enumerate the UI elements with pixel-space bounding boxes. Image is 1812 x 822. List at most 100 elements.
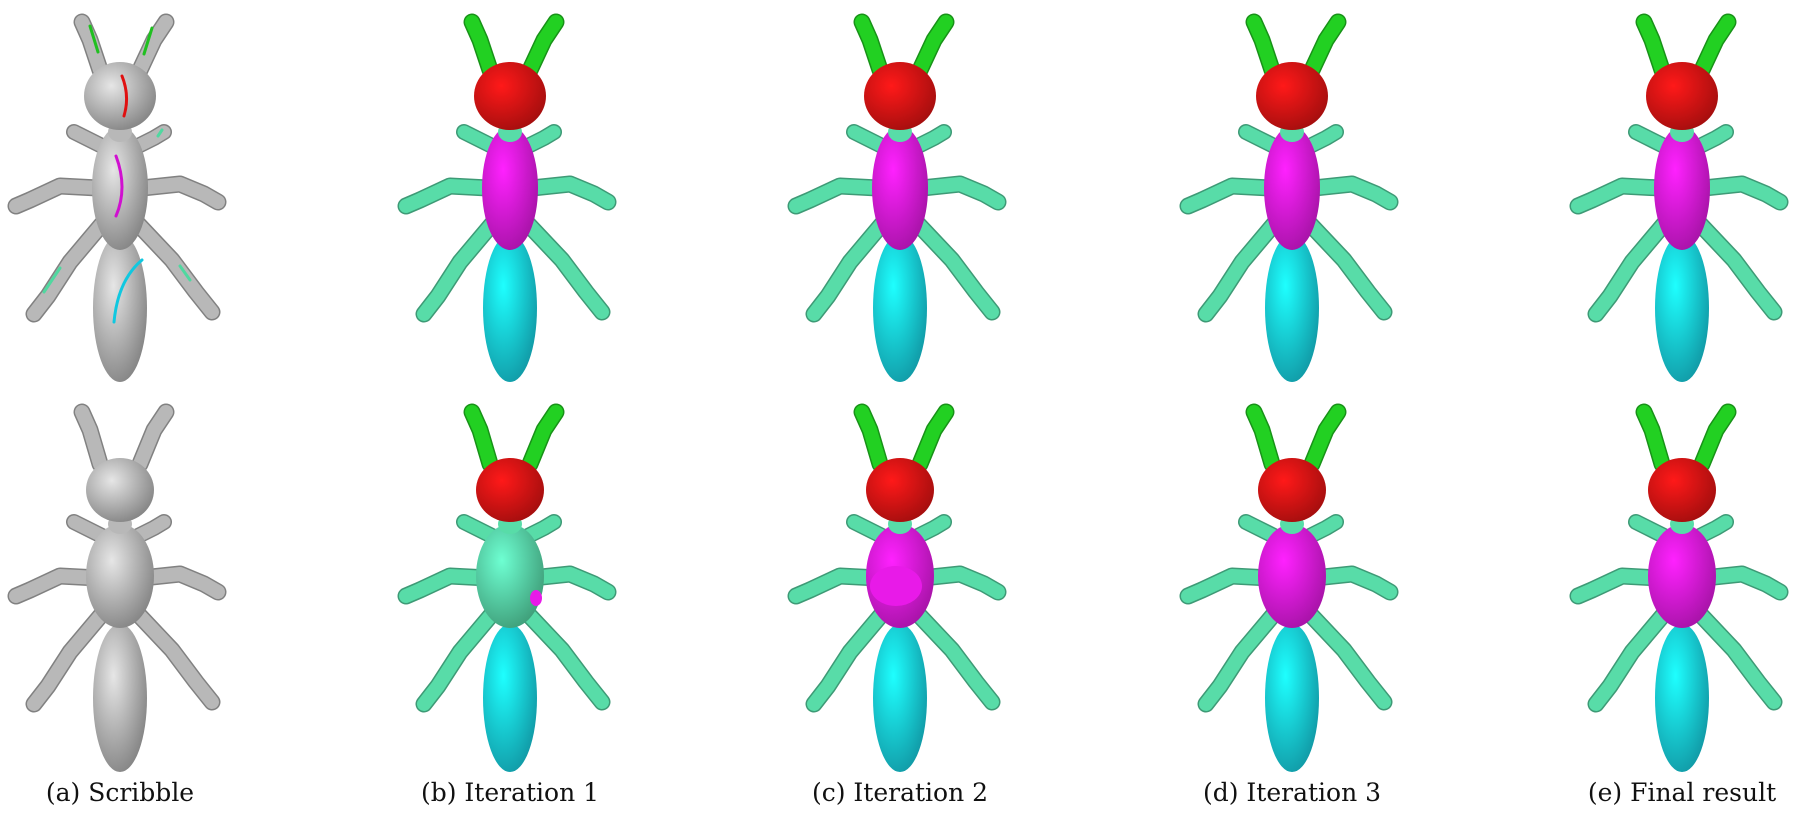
thorax xyxy=(1264,126,1320,250)
antenna-right xyxy=(913,15,953,77)
leg-front-right xyxy=(911,515,951,543)
thorax xyxy=(1654,126,1710,250)
leg-hind-right xyxy=(1303,607,1391,709)
thorax xyxy=(1648,524,1716,628)
head xyxy=(476,458,544,522)
antenna-left xyxy=(1637,15,1669,77)
leg-mid-right xyxy=(525,567,615,599)
antenna-right xyxy=(523,405,563,471)
antenna-right xyxy=(523,15,563,77)
caption-a: (a) Scribble xyxy=(45,778,195,807)
ant-model-c-top xyxy=(787,13,1007,382)
head xyxy=(1648,458,1716,522)
leg-hind-left xyxy=(1589,607,1671,711)
leg-mid-left xyxy=(9,569,105,603)
abdomen xyxy=(1655,234,1709,382)
leg-mid-right xyxy=(135,177,225,209)
leg-hind-left xyxy=(27,607,109,711)
scribble-abdomen xyxy=(112,258,144,324)
antenna-right xyxy=(133,15,173,77)
thorax xyxy=(1258,524,1326,628)
ant-model-b-top xyxy=(397,13,617,382)
ant-model-b-bottom xyxy=(397,403,617,772)
antenna-right xyxy=(913,405,953,471)
leg-mid-left xyxy=(9,179,105,213)
head xyxy=(86,458,154,522)
leg-front-left xyxy=(457,125,499,153)
antenna-left xyxy=(855,15,887,77)
ant-model-e-top xyxy=(1569,13,1789,382)
ant-model-d-top xyxy=(1179,13,1399,382)
abdomen xyxy=(1655,624,1709,772)
leg-front-left xyxy=(1629,515,1671,543)
head xyxy=(866,458,934,522)
leg-mid-left xyxy=(789,179,885,213)
head xyxy=(1256,62,1328,130)
leg-hind-right xyxy=(521,217,609,319)
antenna-right xyxy=(1305,405,1345,471)
caption-d: (d) Iteration 3 xyxy=(1202,778,1382,807)
ant-model-c-bottom xyxy=(787,403,1007,772)
leg-mid-left xyxy=(789,569,885,603)
leg-hind-left xyxy=(417,217,499,321)
leg-front-right xyxy=(911,125,951,153)
leg-front-right xyxy=(521,515,561,543)
leg-front-left xyxy=(1239,515,1281,543)
leg-mid-right xyxy=(1697,177,1787,209)
leg-front-left xyxy=(1239,125,1281,153)
abdomen xyxy=(1265,624,1319,772)
antenna-right xyxy=(1305,15,1345,77)
antenna-right xyxy=(1695,15,1735,77)
antenna-left xyxy=(75,405,107,471)
abdomen xyxy=(873,624,927,772)
leg-front-right xyxy=(521,125,561,153)
scribble-leg-left xyxy=(42,266,62,294)
leg-hind-right xyxy=(1693,217,1781,319)
caption-e: (e) Final result xyxy=(1587,778,1777,807)
caption-b: (b) Iteration 1 xyxy=(420,778,600,807)
scribble-leg-front xyxy=(156,128,164,138)
scribble-thorax xyxy=(114,154,124,218)
head xyxy=(84,62,156,130)
head xyxy=(864,62,936,130)
thorax xyxy=(92,126,148,250)
scribble-antenna-right xyxy=(142,26,154,56)
leg-hind-right xyxy=(1693,607,1781,709)
abdomen xyxy=(483,234,537,382)
leg-front-left xyxy=(457,515,499,543)
leg-hind-right xyxy=(911,217,999,319)
leg-hind-right xyxy=(521,607,609,709)
leg-mid-right xyxy=(525,177,615,209)
leg-mid-right xyxy=(1697,567,1787,599)
leg-hind-right xyxy=(131,607,219,709)
scribble-leg-right xyxy=(178,264,192,282)
leg-front-left xyxy=(67,515,109,543)
scribble-head xyxy=(120,74,129,118)
abdomen xyxy=(1265,234,1319,382)
antenna-left xyxy=(855,405,887,471)
leg-front-left xyxy=(1629,125,1671,153)
antenna-left xyxy=(1637,405,1669,471)
thorax xyxy=(872,126,928,250)
thorax-partial-segment xyxy=(870,566,922,606)
leg-mid-right xyxy=(135,567,225,599)
leg-hind-left xyxy=(1199,217,1281,321)
leg-mid-left xyxy=(399,179,495,213)
leg-front-right xyxy=(1693,125,1733,153)
leg-mid-right xyxy=(915,177,1005,209)
leg-front-left xyxy=(847,515,889,543)
abdomen xyxy=(93,624,147,772)
leg-front-right xyxy=(1303,125,1343,153)
head xyxy=(474,62,546,130)
abdomen xyxy=(483,624,537,772)
ant-model-e-bottom xyxy=(1569,403,1789,772)
leg-hind-left xyxy=(1589,217,1671,321)
leg-hind-right xyxy=(1303,217,1391,319)
thorax-stray-segment xyxy=(530,590,542,606)
ant-model-d-bottom xyxy=(1179,403,1399,772)
head xyxy=(1646,62,1718,130)
leg-hind-left xyxy=(27,217,109,321)
antenna-left xyxy=(75,15,107,77)
abdomen xyxy=(873,234,927,382)
